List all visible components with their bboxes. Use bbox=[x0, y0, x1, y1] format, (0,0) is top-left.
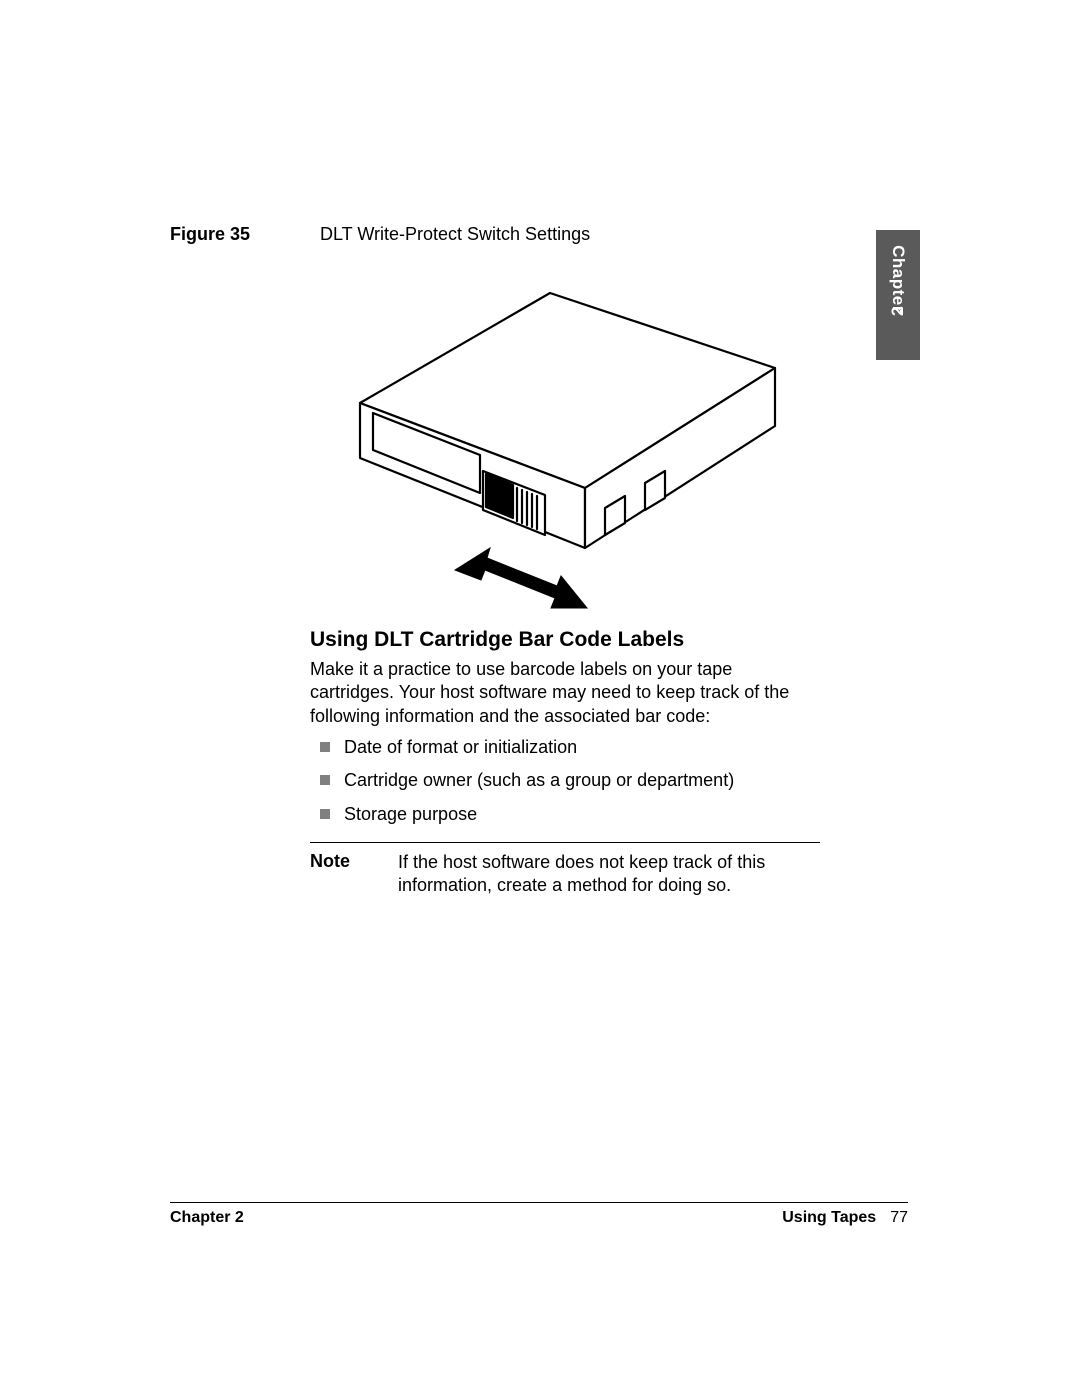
section-heading: Using DLT Cartridge Bar Code Labels bbox=[310, 628, 684, 652]
chapter-tab-inner: Chapter 2 bbox=[864, 269, 932, 321]
document-page: Chapter 2 Figure 35 DLT Write-Protect Sw… bbox=[0, 0, 1080, 1397]
list-item: Storage purpose bbox=[320, 803, 810, 826]
bullet-icon bbox=[320, 809, 330, 819]
figure-caption: DLT Write-Protect Switch Settings bbox=[320, 224, 590, 245]
note-block: Note If the host software does not keep … bbox=[310, 842, 820, 898]
footer-chapter: Chapter 2 bbox=[170, 1209, 244, 1227]
list-item: Date of format or initialization bbox=[320, 736, 810, 759]
footer-page-number: 77 bbox=[890, 1209, 908, 1227]
chapter-tab-label: Chapter bbox=[888, 245, 908, 313]
figure-label: Figure 35 bbox=[170, 224, 320, 245]
bullet-list: Date of format or initialization Cartrid… bbox=[320, 736, 810, 836]
footer-right: Using Tapes 77 bbox=[782, 1209, 908, 1227]
page-footer: Chapter 2 Using Tapes 77 bbox=[170, 1202, 908, 1227]
list-item: Cartridge owner (such as a group or depa… bbox=[320, 769, 810, 792]
chapter-tab-number: 2 bbox=[888, 306, 908, 316]
bullet-text: Storage purpose bbox=[344, 803, 477, 826]
bullet-icon bbox=[320, 742, 330, 752]
bullet-text: Cartridge owner (such as a group or depa… bbox=[344, 769, 734, 792]
figure-caption-row: Figure 35 DLT Write-Protect Switch Setti… bbox=[170, 224, 590, 245]
note-text: If the host software does not keep track… bbox=[398, 851, 820, 898]
bullet-icon bbox=[320, 775, 330, 785]
note-label: Note bbox=[310, 851, 398, 898]
bullet-text: Date of format or initialization bbox=[344, 736, 577, 759]
cartridge-diagram bbox=[305, 248, 785, 618]
chapter-tab: Chapter 2 bbox=[876, 230, 920, 360]
footer-section-title: Using Tapes bbox=[782, 1209, 876, 1227]
section-paragraph: Make it a practice to use barcode labels… bbox=[310, 658, 820, 728]
